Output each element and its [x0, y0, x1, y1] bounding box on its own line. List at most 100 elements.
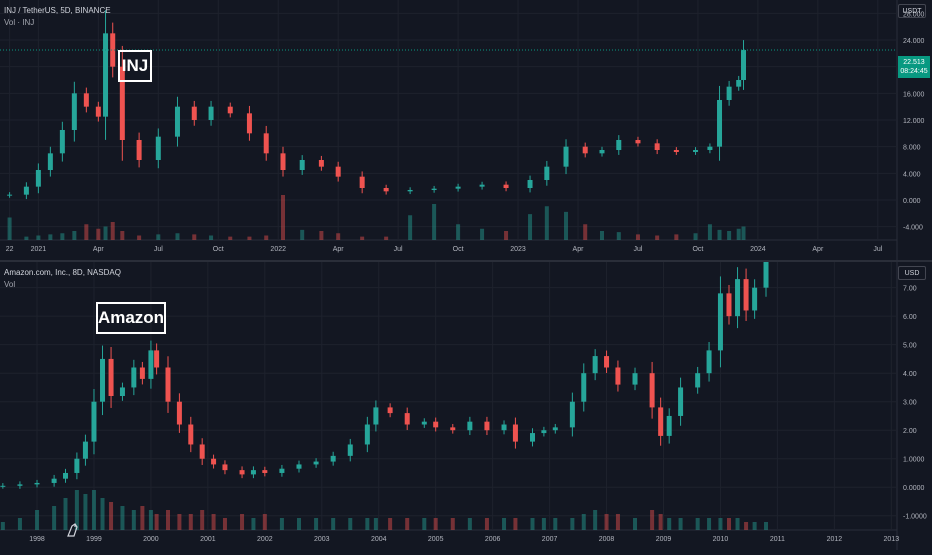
- inj-candle: [527, 180, 533, 188]
- amazon-x-tick-label: 2012: [827, 536, 843, 543]
- amazon-x-tick-label: 2001: [200, 536, 216, 543]
- inj-candle: [359, 176, 365, 188]
- amazon-candle: [222, 464, 228, 471]
- tradingview-logo-icon: [67, 523, 78, 537]
- inj-chart-pane[interactable]: 28.00024.00020.00016.00012.0008.0004.000…: [0, 0, 932, 260]
- amazon-volume-bar: [422, 518, 427, 530]
- inj-candle: [503, 184, 509, 188]
- amazon-candle: [347, 444, 353, 456]
- inj-candle: [83, 93, 89, 107]
- amazon-chart-svg[interactable]: 7.00 6.00 5.00 4.00 3.00 2.00 1.0000 0.0000 -1.0…: [0, 252, 932, 550]
- amazon-x-tick-label: 2013: [884, 536, 900, 543]
- inj-volume-bar: [110, 222, 115, 240]
- inj-x-tick-label: Apr: [573, 246, 585, 253]
- inj-volume-bar: [209, 235, 214, 240]
- amazon-volume-bar: [154, 514, 159, 530]
- amazon-candle: [615, 367, 621, 385]
- inj-candle: [479, 184, 485, 187]
- inj-currency-button[interactable]: USDT: [898, 4, 926, 18]
- amazon-volume-bar: [718, 518, 723, 530]
- amazon-volume-bar: [109, 502, 114, 530]
- inj-volume-bar: [84, 224, 89, 240]
- inj-candle: [383, 188, 389, 192]
- inj-volume-bar: [727, 231, 732, 240]
- inj-candle: [7, 194, 13, 196]
- inj-candle: [227, 106, 233, 114]
- inj-chart-svg[interactable]: 28.00024.00020.00016.00012.0008.0004.000…: [0, 0, 932, 260]
- inj-candle: [616, 140, 622, 150]
- amazon-candle: [592, 356, 598, 374]
- inj-price-tag: 22.513 08:24:45: [898, 56, 930, 78]
- amazon-candle: [199, 444, 205, 459]
- amazon-candle: [100, 358, 106, 402]
- amazon-volume-bar: [744, 522, 749, 530]
- inj-candle: [407, 190, 413, 192]
- amazon-volume-bar: [373, 518, 378, 530]
- inj-x-tick-label: Jul: [394, 246, 403, 253]
- amazon-volume-bar: [764, 522, 769, 530]
- inj-candle: [582, 146, 588, 154]
- inj-volume-bar: [192, 234, 197, 240]
- amazon-volume-bar: [502, 518, 507, 530]
- inj-candle: [208, 106, 214, 120]
- amazon-volume-bar: [726, 518, 731, 530]
- inj-y-tick-label: 8.000: [903, 145, 921, 152]
- inj-x-tick-label: Apr: [333, 246, 345, 253]
- inj-volume-bar: [319, 231, 324, 240]
- inj-y-tick-label: 16.000: [903, 91, 925, 98]
- amazon-candle: [364, 424, 370, 445]
- inj-candle: [103, 33, 109, 117]
- amazon-currency-button[interactable]: USD: [898, 266, 926, 280]
- inj-volume-bar: [24, 236, 29, 240]
- amazon-x-tick-label: 2007: [542, 536, 558, 543]
- amazon-candle: [678, 387, 684, 416]
- inj-candle: [335, 166, 341, 177]
- amazon-candle: [17, 484, 23, 486]
- inj-y-tick-label: 0.000: [903, 198, 921, 205]
- inj-candle: [47, 153, 53, 170]
- amazon-x-tick-label: 2010: [713, 536, 729, 543]
- inj-y-tick-label: 28.000: [903, 11, 925, 18]
- inj-y-tick-label: -4.000: [903, 225, 923, 232]
- amazon-candle: [373, 407, 379, 425]
- inj-candle: [280, 153, 286, 170]
- amazon-volume-bar: [279, 518, 284, 530]
- inj-last-price: 22.513: [903, 59, 925, 66]
- amazon-candle: [34, 482, 40, 485]
- inj-volume-label: Vol · INJ: [4, 18, 35, 27]
- amazon-y-tick-label: -1.0000: [903, 514, 927, 521]
- amazon-y-tick-label: 6.00: [903, 314, 917, 321]
- amazon-volume-bar: [63, 498, 68, 530]
- amazon-candle: [250, 470, 256, 475]
- amazon-candle: [404, 413, 410, 425]
- inj-candle: [693, 150, 699, 152]
- amazon-candle: [313, 461, 319, 465]
- inj-volume-bar: [60, 233, 65, 240]
- amazon-candle: [632, 373, 638, 385]
- amazon-y-tick-label: 5.00: [903, 343, 917, 350]
- inj-volume-bar: [264, 235, 269, 240]
- amazon-volume-bar: [593, 510, 598, 530]
- amazon-chart-pane[interactable]: 7.00 6.00 5.00 4.00 3.00 2.00 1.0000 0.0000 -1.0…: [0, 252, 932, 550]
- amazon-candle: [74, 458, 80, 473]
- amazon-candle: [119, 387, 125, 396]
- amazon-volume-bar: [530, 518, 535, 530]
- inj-candle: [707, 146, 713, 150]
- inj-x-tick-label: Jul: [873, 246, 882, 253]
- amazon-candle: [51, 478, 57, 483]
- inj-volume-bar: [456, 224, 461, 240]
- inj-volume-bar: [300, 229, 305, 240]
- inj-volume-bar: [96, 228, 101, 240]
- amazon-candle: [735, 279, 741, 317]
- inj-x-tick-label: 2023: [510, 246, 526, 253]
- inj-candle: [673, 150, 679, 152]
- amazon-volume-bar: [467, 518, 472, 530]
- inj-volume-bar: [480, 228, 485, 240]
- amazon-candle: [717, 293, 723, 351]
- amazon-y-tick-label: 3.00: [903, 400, 917, 407]
- amazon-candle: [604, 356, 610, 368]
- inj-volume-bar: [616, 232, 621, 240]
- inj-volume-bar: [247, 236, 252, 240]
- pane-divider[interactable]: [0, 260, 932, 262]
- amazon-candle: [91, 401, 97, 442]
